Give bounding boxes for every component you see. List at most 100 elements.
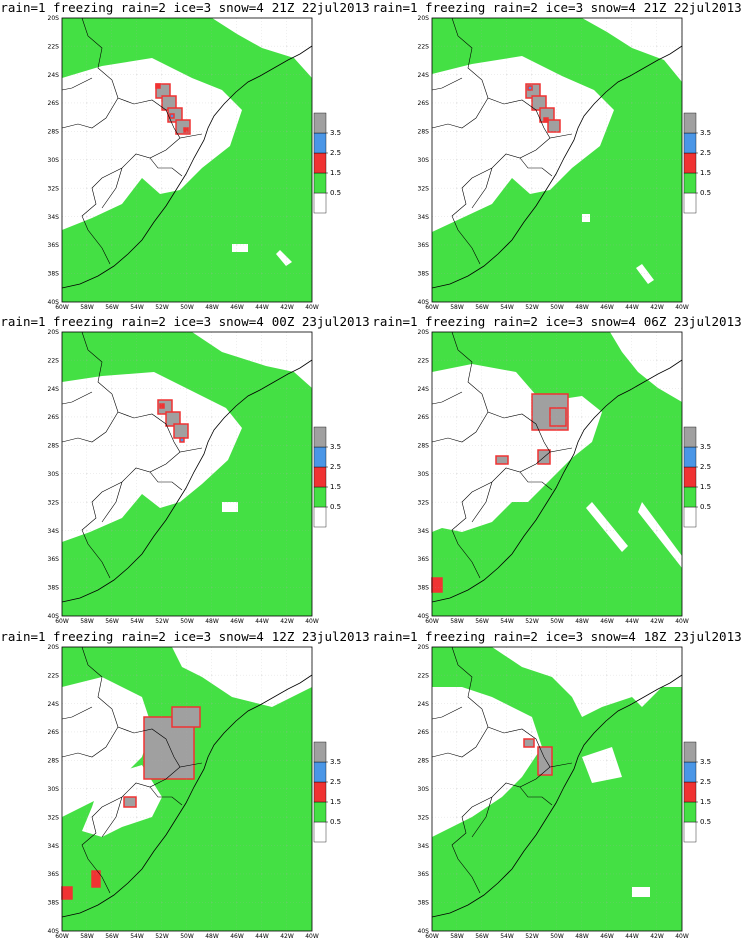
lon-label: 56W [475,618,489,625]
lat-label: 40S [48,928,60,935]
lon-label: 50W [550,618,564,625]
panel-title: rain=1 freezing rain=2 ice=3 snow=4 06Z 2… [372,314,741,329]
lat-label: 40S [48,613,60,620]
map-frame [61,17,313,303]
lat-label: 20S [48,15,60,22]
colorbar-box [683,741,697,763]
colorbar-box [683,192,697,214]
lat-label: 34S [48,214,60,221]
colorbar-label: 3.5 [700,443,711,451]
lat-label: 22S [48,357,60,364]
lat-label: 32S [418,499,430,506]
lat-label: 34S [48,843,60,850]
lat-label: 24S [418,72,430,79]
lon-label: 56W [105,933,119,940]
lat-label: 34S [418,843,430,850]
colorbar-box [313,112,327,134]
lat-label: 30S [48,786,60,793]
lon-label: 40W [305,304,319,311]
lat-label: 20S [48,329,60,336]
lon-label: 58W [80,933,94,940]
lon-label: 56W [475,304,489,311]
lon-label: 52W [155,618,169,625]
panel-legend-text: rain=1 freezing rain=2 ice=3 snow=4 [0,314,263,329]
colorbar-box [313,192,327,214]
colorbar-box [683,781,697,803]
colorbar-label: 1.5 [330,169,341,177]
lat-label: 26S [48,100,60,107]
colorbar-label: 2.5 [700,149,711,157]
lat-label: 28S [418,443,430,450]
lon-label: 44W [625,933,639,940]
lon-label: 42W [650,618,664,625]
map-frame [61,331,313,617]
lon-label: 42W [280,618,294,625]
colorbar-box [313,486,327,508]
lat-label: 32S [418,185,430,192]
lon-label: 54W [130,304,144,311]
lat-label: 36S [418,556,430,563]
lat-label: 32S [48,499,60,506]
colorbar-box [683,761,697,783]
colorbar-label: 1.5 [700,483,711,491]
lon-label: 60W [425,304,439,311]
lon-label: 60W [55,618,69,625]
lat-label: 24S [48,386,60,393]
lon-label: 56W [105,304,119,311]
colorbar-label: 2.5 [700,463,711,471]
colorbar-label: 0.5 [330,503,341,511]
map-frame [431,646,683,932]
panel-legend-text: rain=1 freezing rain=2 ice=3 snow=4 [372,314,635,329]
lat-label: 26S [418,100,430,107]
colorbar-box [683,446,697,468]
colorbar-box [313,821,327,843]
lon-label: 48W [575,618,589,625]
panel-time: 06Z 23jul2013 [644,314,742,329]
panel-title: rain=1 freezing rain=2 ice=3 snow=4 18Z 2… [372,629,741,644]
colorbar-box [313,781,327,803]
lat-label: 24S [418,386,430,393]
lat-label: 38S [418,585,430,592]
panel-title: rain=1 freezing rain=2 ice=3 snow=4 21Z 2… [0,0,369,15]
lat-label: 24S [48,72,60,79]
panel-time: 18Z 23jul2013 [644,629,742,644]
colorbar-box [683,132,697,154]
lat-label: 36S [48,242,60,249]
graticule [62,332,312,616]
lon-label: 42W [650,304,664,311]
colorbar-box [683,801,697,823]
colorbar-box [683,821,697,843]
colorbar-box [683,466,697,488]
lat-label: 36S [48,871,60,878]
lon-label: 58W [450,304,464,311]
colorbar-box [313,761,327,783]
lat-label: 34S [418,528,430,535]
lat-label: 22S [418,43,430,50]
lon-label: 42W [280,304,294,311]
lon-label: 60W [425,618,439,625]
colorbar-box [313,741,327,763]
lon-label: 44W [625,304,639,311]
colorbar-box [683,486,697,508]
lon-label: 44W [255,933,269,940]
lat-label: 26S [418,414,430,421]
lat-label: 38S [418,271,430,278]
lat-label: 34S [418,214,430,221]
lon-label: 42W [650,933,664,940]
lon-label: 56W [475,933,489,940]
graticule [62,647,312,931]
lat-label: 28S [48,129,60,136]
lat-label: 22S [48,43,60,50]
colorbar-label: 1.5 [700,169,711,177]
lon-label: 40W [675,933,689,940]
map-frame [431,331,683,617]
lon-label: 60W [55,933,69,940]
lat-label: 24S [418,701,430,708]
lat-label: 38S [48,585,60,592]
colorbar-label: 1.5 [700,798,711,806]
panel-legend-text: rain=1 freezing rain=2 ice=3 snow=4 [0,0,263,15]
colorbar-box [313,466,327,488]
